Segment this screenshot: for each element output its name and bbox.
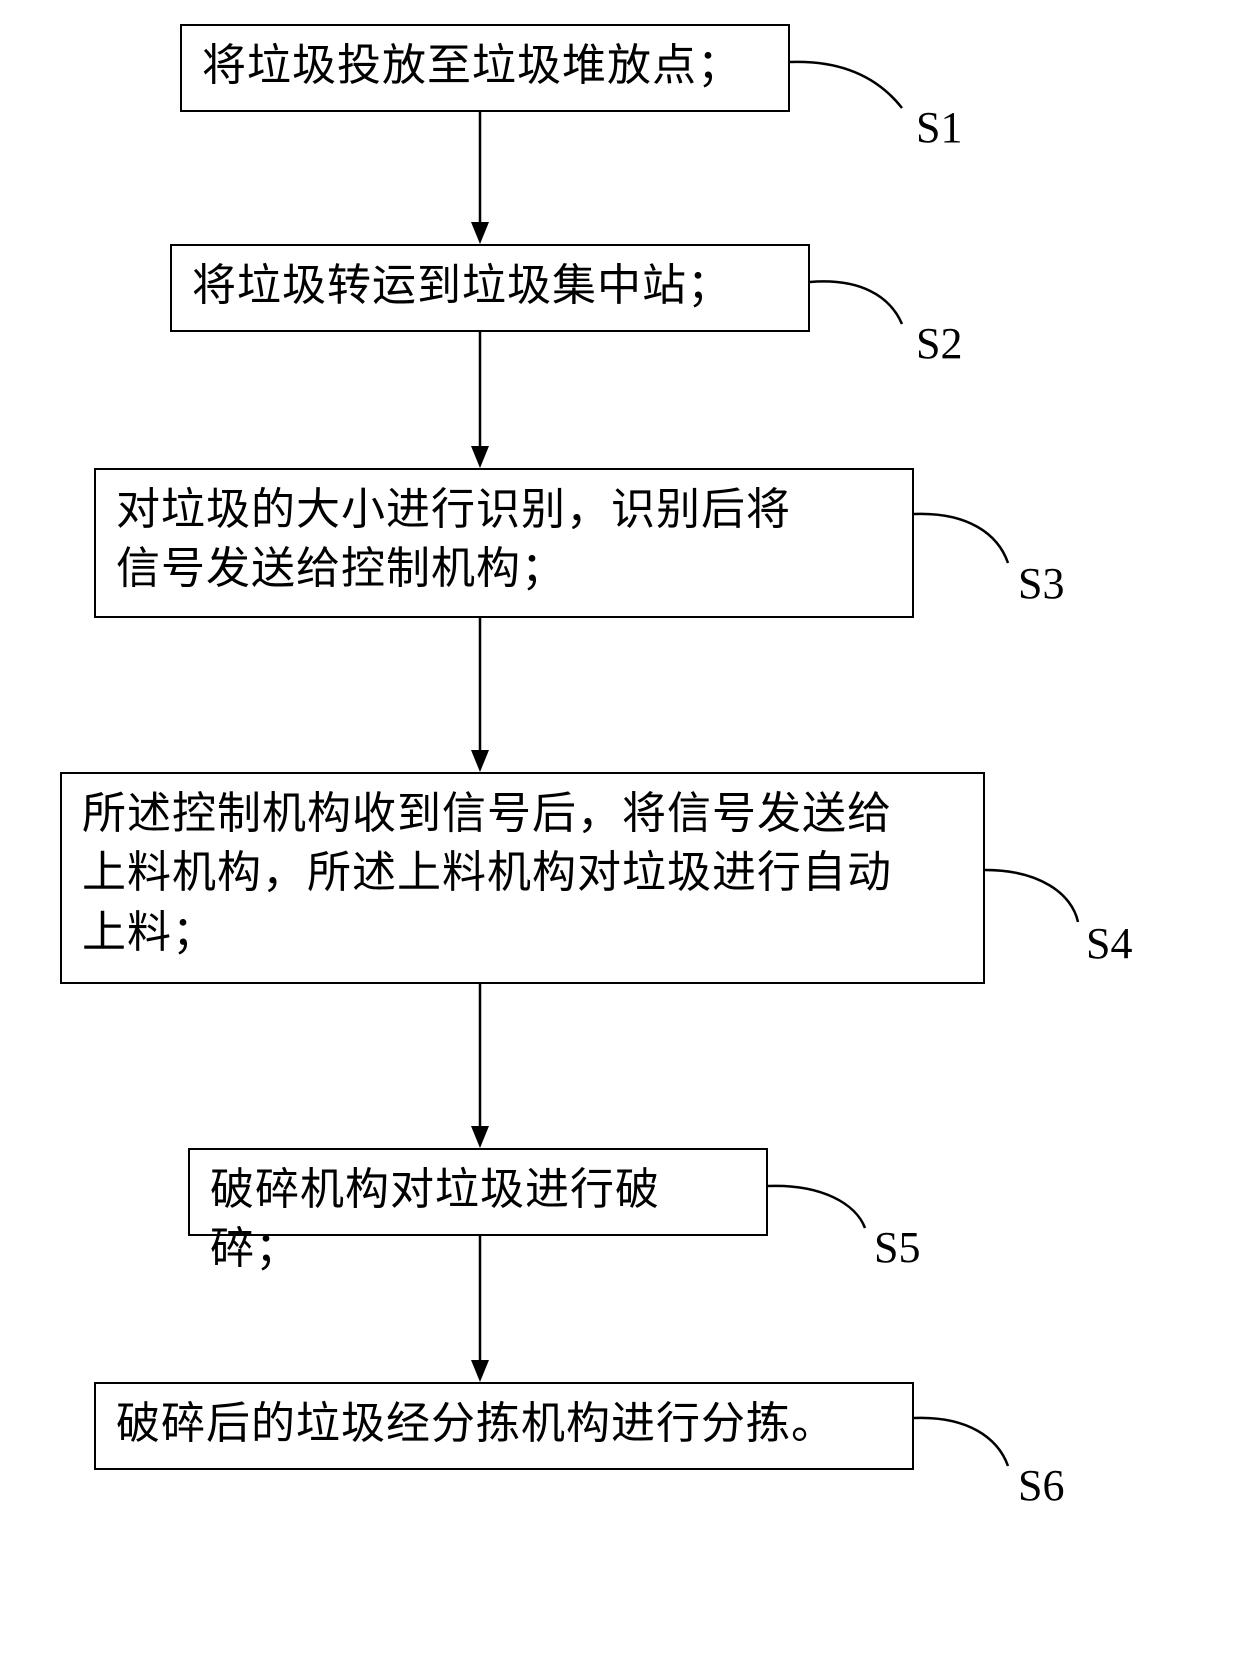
flow-node-s3-text: 对垃圾的大小进行识别，识别后将 信号发送给控制机构； — [116, 480, 791, 599]
flow-node-s5-text: 破碎机构对垃圾进行破碎； — [210, 1160, 746, 1279]
step-label-s3: S3 — [1018, 558, 1064, 609]
flow-node-s4: 所述控制机构收到信号后，将信号发送给 上料机构，所述上料机构对垃圾进行自动 上料… — [60, 772, 985, 984]
step-label-s2: S2 — [916, 318, 962, 369]
flow-node-s6-text: 破碎后的垃圾经分拣机构进行分拣。 — [116, 1394, 836, 1453]
flow-node-s2-text: 将垃圾转运到垃圾集中站； — [192, 256, 732, 315]
flow-node-s1: 将垃圾投放至垃圾堆放点； — [180, 24, 790, 112]
flowchart-canvas: 将垃圾投放至垃圾堆放点； 将垃圾转运到垃圾集中站； 对垃圾的大小进行识别，识别后… — [0, 0, 1240, 1665]
flow-node-s2: 将垃圾转运到垃圾集中站； — [170, 244, 810, 332]
step-label-s1: S1 — [916, 102, 962, 153]
flow-node-s5: 破碎机构对垃圾进行破碎； — [188, 1148, 768, 1236]
step-label-s6: S6 — [1018, 1460, 1064, 1511]
step-label-s4: S4 — [1086, 918, 1132, 969]
step-label-s5: S5 — [874, 1222, 920, 1273]
flow-node-s1-text: 将垃圾投放至垃圾堆放点； — [202, 36, 742, 95]
flow-node-s3: 对垃圾的大小进行识别，识别后将 信号发送给控制机构； — [94, 468, 914, 618]
flow-node-s4-text: 所述控制机构收到信号后，将信号发送给 上料机构，所述上料机构对垃圾进行自动 上料… — [82, 784, 892, 962]
flow-node-s6: 破碎后的垃圾经分拣机构进行分拣。 — [94, 1382, 914, 1470]
